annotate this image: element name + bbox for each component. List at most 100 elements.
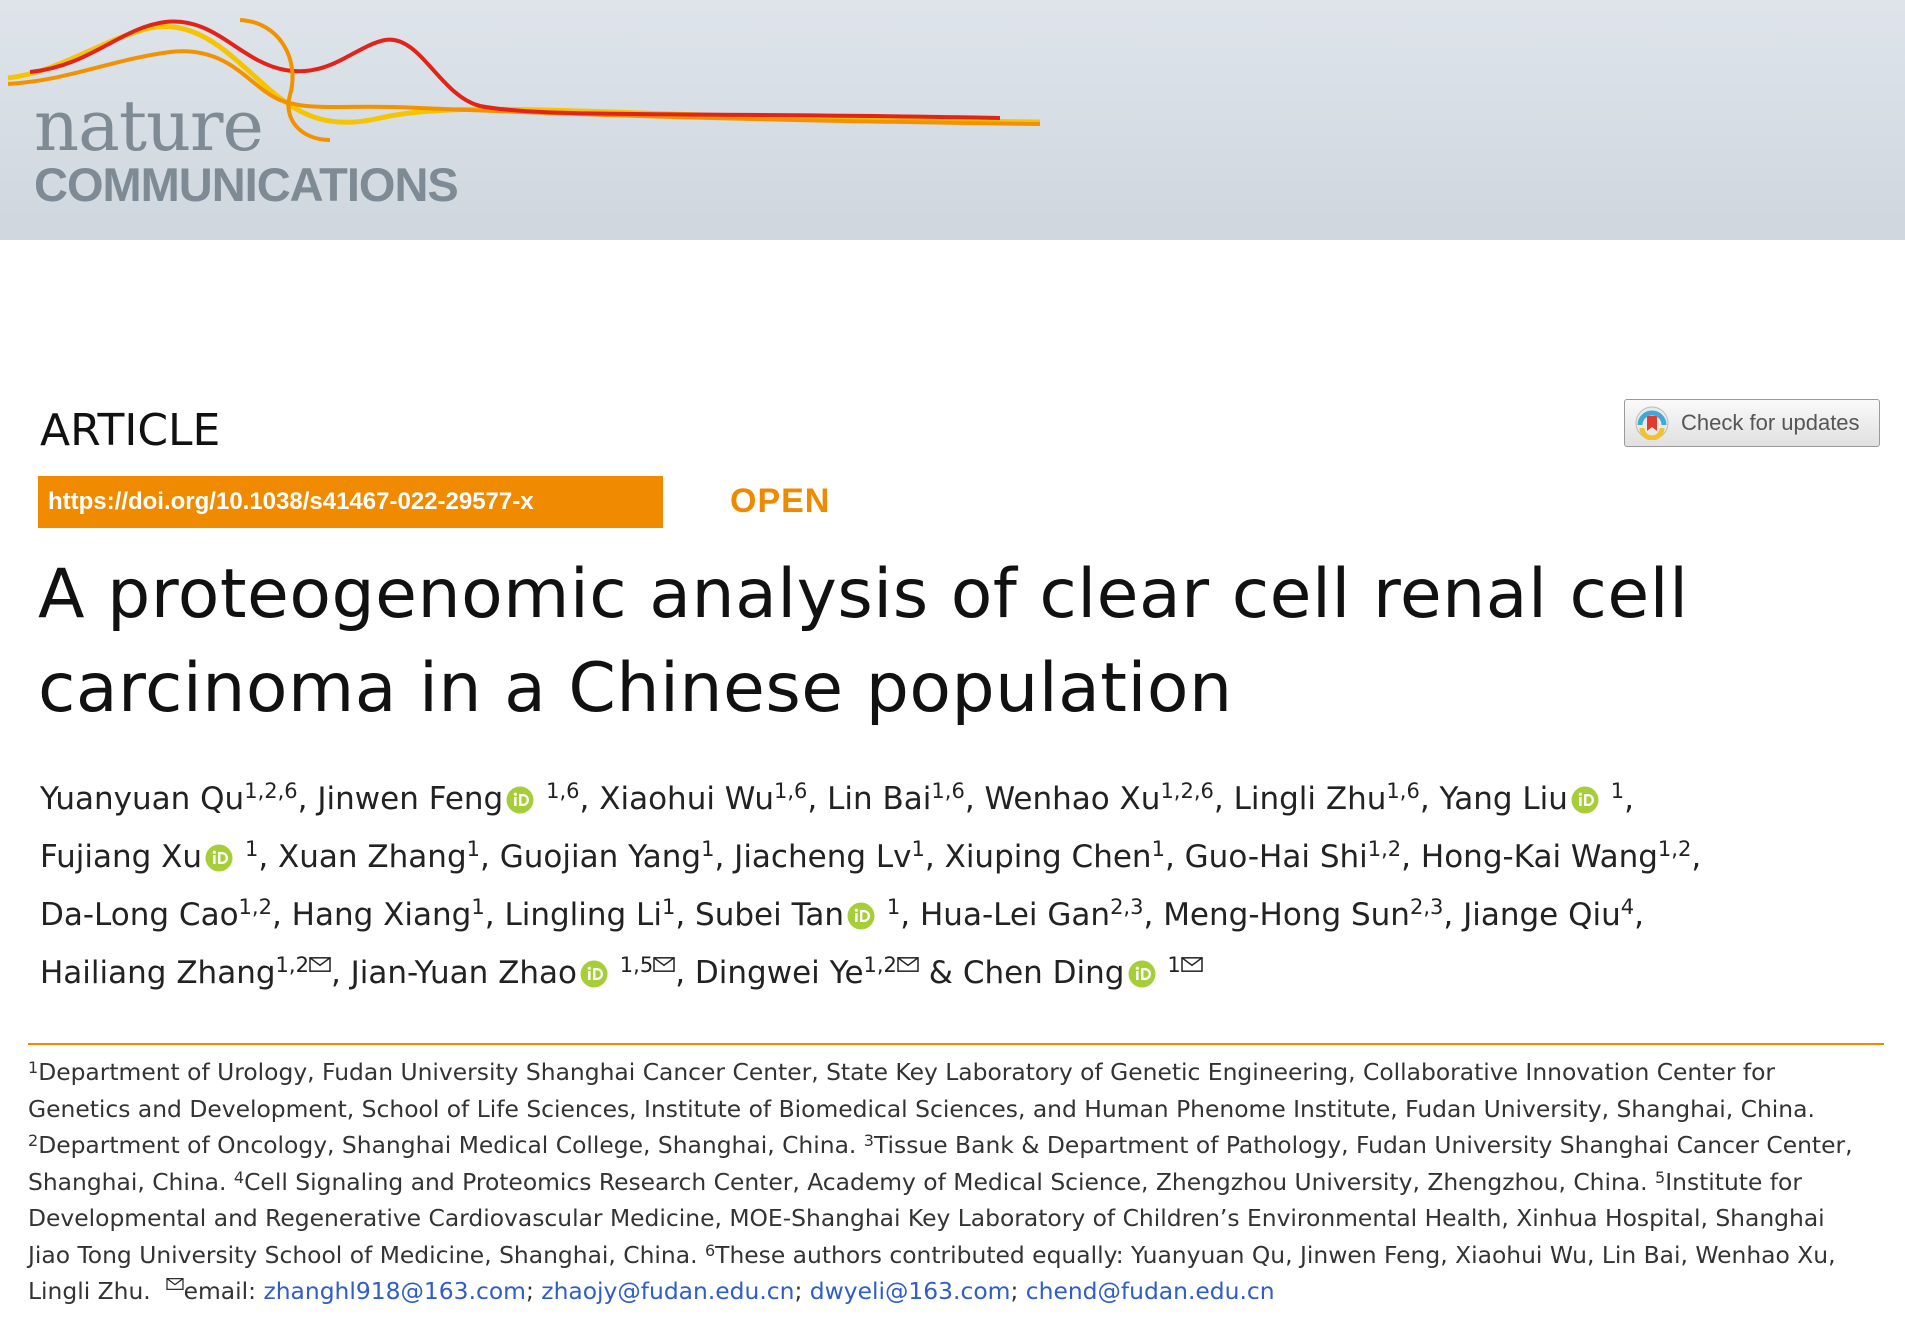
orcid-icon[interactable] (847, 902, 875, 930)
author-separator: , (1213, 781, 1234, 817)
author-entry: Da-Long Cao1,2, (40, 895, 292, 934)
check-for-updates-button[interactable]: Check for updates (1624, 399, 1880, 447)
author-name[interactable]: Yuanyuan Qu (40, 781, 245, 817)
author-name[interactable]: Wenhao Xu (984, 781, 1161, 817)
author-name[interactable]: Lin Bai (827, 781, 932, 817)
author-name[interactable]: Jiacheng Lv (734, 839, 912, 875)
author-affiliation-sup: 1 (471, 895, 485, 919)
email-link[interactable]: zhanghl918@163.com (263, 1277, 526, 1305)
author-name[interactable]: Lingli Zhu (1233, 781, 1387, 817)
author-name[interactable]: Fujiang Xu (40, 839, 203, 875)
email-separator: ; (794, 1277, 810, 1305)
author-affiliation-sup: 1,2 (238, 895, 272, 919)
author-affiliation-sup: 1 (911, 837, 925, 861)
title-line2: carcinoma in a Chinese population (38, 649, 1233, 728)
author-name[interactable]: Hong-Kai Wang (1420, 839, 1658, 875)
author-entry: Subei Tan 1, (695, 897, 920, 934)
author-affiliation-sup: 1 (1610, 779, 1625, 803)
author-separator: , (1164, 839, 1185, 875)
orcid-icon[interactable] (580, 960, 608, 988)
author-name[interactable]: Jiange Qiu (1463, 897, 1621, 933)
article-type: ARTICLE (40, 405, 221, 456)
author-name[interactable]: Jian-Yuan Zhao (350, 955, 577, 991)
author-separator: , (258, 839, 279, 875)
journal-wave-logo (7, 18, 1041, 142)
orcid-icon[interactable] (205, 844, 233, 872)
author-entry: Fujiang Xu 1, (40, 837, 279, 876)
author-separator: , (480, 839, 500, 875)
email-separator: ; (1010, 1277, 1026, 1305)
author-name[interactable]: Chen Ding (962, 955, 1125, 991)
author-entry: Xuan Zhang1, (278, 837, 500, 876)
affiliation-line: Developmental and Regenerative Cardiovas… (28, 1204, 1825, 1232)
author-entry: Lingling Li1, (504, 895, 696, 934)
author-name[interactable]: Hang Xiang (291, 897, 472, 933)
envelope-icon (653, 957, 675, 972)
author-name[interactable]: Hailiang Zhang (40, 955, 276, 991)
check-for-updates-label: Check for updates (1681, 410, 1860, 435)
journal-name-line2: COMMUNICATIONS (34, 158, 459, 211)
email-link[interactable]: chend@fudan.edu.cn (1025, 1277, 1275, 1305)
author-name[interactable]: Xuan Zhang (278, 839, 467, 875)
author-separator: , (964, 781, 985, 817)
open-access-label: OPEN (730, 482, 831, 520)
journal-banner: nature COMMUNICATIONS (0, 0, 1905, 240)
author-affiliation-sup: 1,6 (1386, 779, 1420, 803)
journal-name-line1: nature (34, 85, 264, 167)
affiliation-line: Shanghai, China. 4Cell Signaling and Pro… (28, 1167, 1802, 1196)
author-name[interactable]: Jinwen Feng (317, 781, 504, 817)
author-name[interactable]: Hua-Lei Gan (919, 897, 1111, 933)
author-name[interactable]: Dingwei Ye (694, 955, 864, 991)
email-link[interactable]: dwyeli@163.com (809, 1277, 1011, 1305)
author-name[interactable]: Subei Tan (695, 897, 845, 933)
author-line: Hailiang Zhang1,2, Jian-Yuan Zhao 1,5, D… (40, 944, 1880, 1002)
author-separator: , (1419, 781, 1440, 817)
doi-link[interactable]: https://doi.org/10.1038/s41467-022-29577… (38, 476, 663, 528)
doi-text: https://doi.org/10.1038/s41467-022-29577… (48, 488, 534, 515)
author-affiliation-sup: 1 (1167, 953, 1203, 977)
orcid-icon[interactable] (1571, 786, 1599, 814)
author-affiliation-sup: 1,2,6 (244, 779, 298, 803)
orcid-icon[interactable] (506, 786, 534, 814)
email-link[interactable]: zhaojy@fudan.edu.cn (541, 1277, 795, 1305)
author-entry: Guo-Hai Shi1,2, (1184, 839, 1421, 876)
author-name[interactable]: Xiaohui Wu (599, 781, 775, 817)
author-line: Fujiang Xu 1, Xuan Zhang1, Guojian Yang1… (40, 828, 1880, 886)
author-separator: , (297, 781, 318, 817)
email-label: email: (183, 1277, 264, 1305)
author-affiliation-sup: 1 (466, 837, 480, 861)
orcid-icon[interactable] (1128, 960, 1156, 988)
author-entry: Hailiang Zhang1,2, (40, 955, 351, 992)
author-name[interactable]: Guojian Yang (499, 839, 702, 875)
author-entry: Guojian Yang1, (499, 839, 735, 876)
author-affiliation-sup: 1,2,6 (1160, 779, 1214, 803)
author-name[interactable]: Xiuping Chen (944, 839, 1152, 875)
author-name[interactable]: Meng-Hong Sun (1163, 897, 1410, 933)
email-separator: ; (525, 1277, 542, 1305)
author-entry: Chen Ding 1 (963, 955, 1203, 991)
author-separator: , (714, 839, 735, 875)
author-line: Yuanyuan Qu1,2,6, Jinwen Feng 1,6, Xiaoh… (40, 770, 1880, 828)
author-separator: , (579, 781, 600, 817)
author-separator: , (271, 897, 292, 933)
title-line1: A proteogenomic analysis of clear cell r… (38, 555, 1689, 634)
author-name[interactable]: Guo-Hai Shi (1184, 839, 1368, 875)
author-entry: Yang Liu 1, (1439, 779, 1634, 818)
author-name[interactable]: Lingling Li (504, 897, 662, 933)
author-line: Da-Long Cao1,2, Hang Xiang1, Lingling Li… (40, 886, 1880, 944)
author-name[interactable]: Yang Liu (1439, 781, 1568, 817)
author-separator: , (924, 839, 945, 875)
author-affiliation-sup: 1 (661, 895, 676, 919)
author-list: Yuanyuan Qu1,2,6, Jinwen Feng 1,6, Xiaoh… (40, 770, 1880, 1002)
author-entry: Xiuping Chen1, (944, 839, 1185, 876)
author-separator: , (484, 897, 505, 933)
affiliation-line: Jiao Tong University School of Medicine,… (28, 1240, 1836, 1269)
author-affiliation-sup: 1,2 (1657, 837, 1692, 861)
author-affiliation-sup: 1,2 (864, 953, 919, 977)
author-separator: , (675, 897, 696, 933)
affiliation-line: 2Department of Oncology, Shanghai Medica… (28, 1131, 1853, 1159)
author-affiliation-sup: 1 (244, 837, 259, 861)
author-separator: , (1634, 897, 1644, 933)
author-entry: Hong-Kai Wang1,2, (1420, 837, 1701, 876)
author-name[interactable]: Da-Long Cao (40, 897, 239, 933)
